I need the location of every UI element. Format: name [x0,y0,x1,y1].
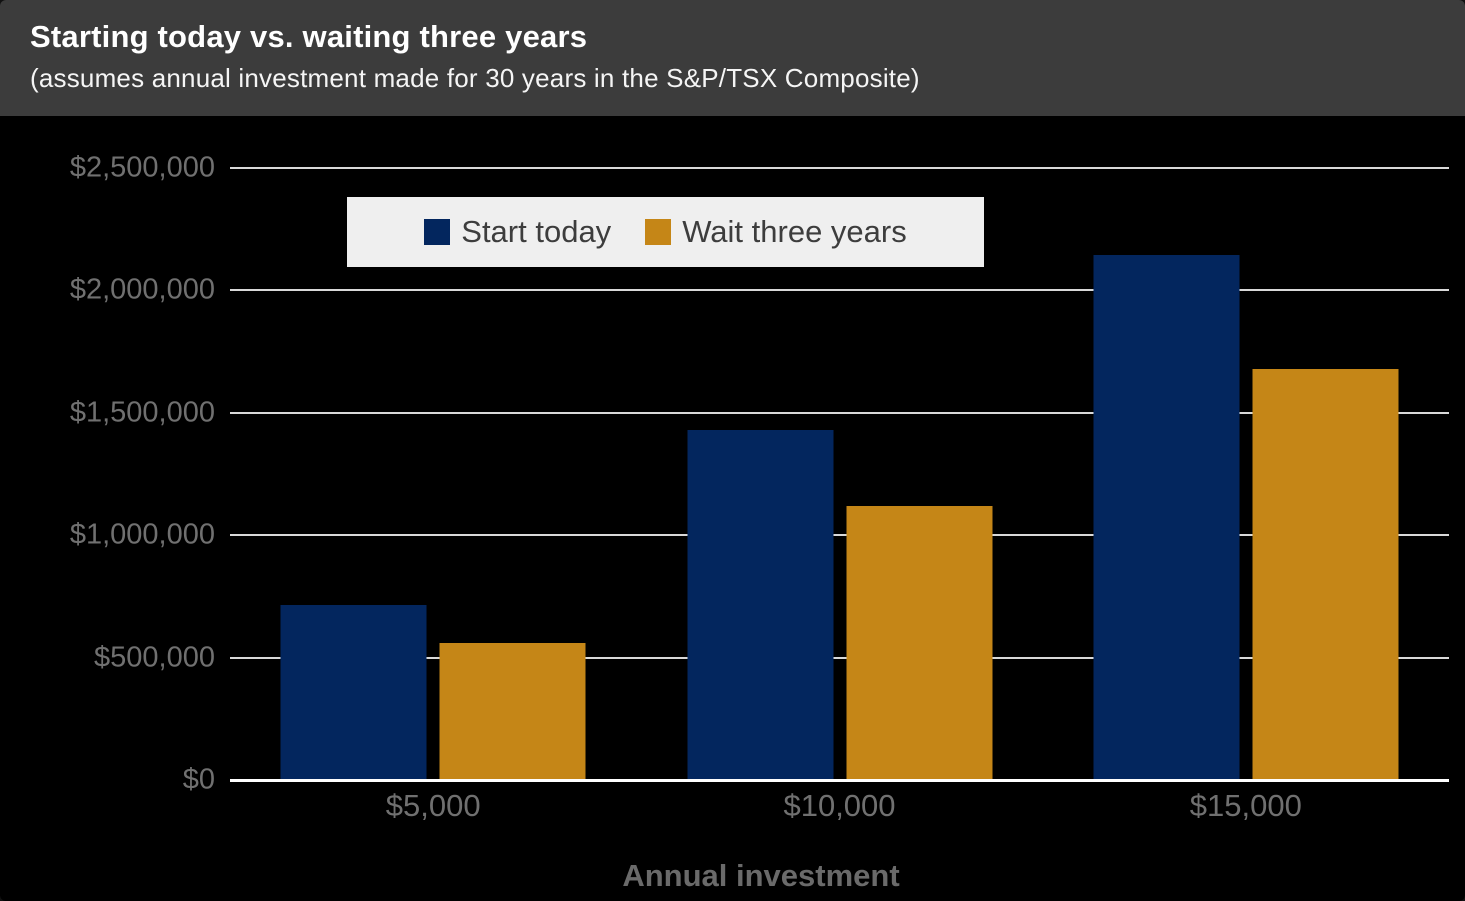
y-tick-label: $500,000 [94,641,215,674]
y-tick-label: $2,500,000 [69,151,215,184]
chart-subtitle: (assumes annual investment made for 30 y… [30,62,920,93]
gridline [230,289,1449,292]
bar-wait-three-years [1252,369,1399,780]
bar-group [687,430,992,780]
legend-label: Wait three years [682,214,907,249]
bar-wait-three-years [846,506,992,780]
legend-swatch-icon [645,219,672,245]
bar-group [1093,255,1399,780]
chart-title: Starting today vs. waiting three years [30,19,588,54]
bar-group [280,605,586,780]
y-tick-label: $1,000,000 [69,518,215,551]
gridline [230,656,1449,659]
legend-label: Start today [461,214,612,249]
plot-area [230,167,1449,782]
bar-wait-three-years [439,643,586,780]
gridline [230,534,1449,537]
bar-start-today [687,430,833,780]
chart-header: Starting today vs. waiting three years (… [0,0,1465,116]
legend-item: Wait three years [645,214,907,250]
gridline [230,411,1449,414]
bar-start-today [280,605,427,780]
y-tick-label: $1,500,000 [69,396,215,429]
legend-swatch-icon [424,219,451,245]
x-tick-label: $15,000 [1189,788,1302,823]
x-axis-line [230,779,1449,782]
y-tick-label: $0 [182,763,215,796]
bar-start-today [1093,255,1240,780]
y-tick-label: $2,000,000 [69,273,215,306]
gridline [230,167,1449,169]
x-tick-label: $5,000 [385,788,481,823]
y-axis-labels: $0 $500,000 $1,000,000 $1,500,000 $2,000,000… [0,152,215,796]
legend-item: Start today [424,214,611,250]
x-axis-title: Annual investment [622,858,900,893]
x-tick-label: $10,000 [783,788,896,823]
legend: Start today Wait three years [347,197,984,267]
x-axis-labels: $5,000 $10,000 $15,000 [230,788,1449,834]
